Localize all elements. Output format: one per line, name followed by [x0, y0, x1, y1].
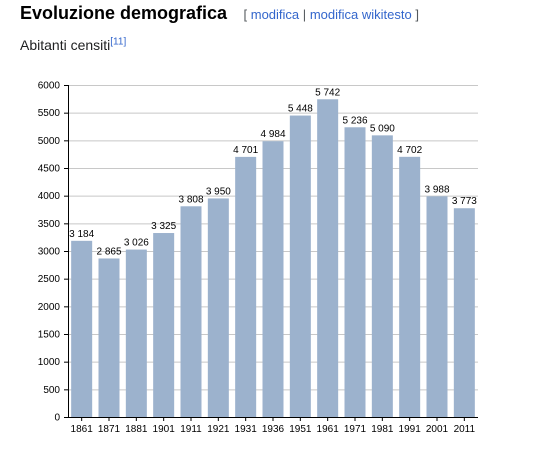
data-label: 5 742 — [315, 87, 340, 98]
y-tick-label: 6000 — [38, 81, 61, 92]
reference-link[interactable]: [11] — [110, 36, 127, 48]
edit-source-link[interactable]: modifica wikitesto — [309, 7, 412, 22]
bar — [399, 156, 421, 417]
edit-separator: | — [302, 7, 307, 22]
edit-link[interactable]: modifica — [250, 7, 300, 22]
x-tick-label: 1936 — [262, 424, 285, 435]
y-tick-label: 1000 — [38, 357, 61, 368]
bar — [344, 127, 366, 418]
x-tick-label: 1951 — [289, 424, 312, 435]
bar — [317, 99, 339, 417]
chart-axes: 0 500 1000 1500 2000 2500 3000 3500 4000 4500 5000… — [38, 81, 478, 435]
edit-bracket-close: ] — [415, 7, 419, 22]
section-title: Evoluzione demografica — [20, 3, 228, 23]
x-tick-label: 1971 — [344, 424, 367, 435]
bar — [262, 141, 284, 417]
bar — [98, 258, 120, 417]
y-tick-label: 0 — [54, 413, 60, 424]
edit-bracket-open: [ — [243, 7, 248, 22]
y-tick-label: 500 — [43, 385, 60, 396]
bar — [235, 156, 257, 418]
bar — [125, 249, 147, 417]
y-tick-label: 3500 — [38, 219, 61, 230]
bar — [289, 115, 311, 417]
data-label: 4 701 — [233, 145, 258, 156]
caption-text: Abitanti censiti — [20, 37, 111, 53]
y-tick-label: 4000 — [38, 191, 61, 202]
section-heading: Evoluzione demografica [ modifica | modi… — [20, 3, 419, 24]
x-tick-label: 1901 — [153, 424, 176, 435]
bar — [153, 233, 175, 417]
x-tick-label: 1991 — [399, 424, 422, 435]
data-label: 3 184 — [69, 229, 94, 240]
data-label: 3 950 — [206, 186, 231, 197]
data-label: 5 448 — [288, 104, 313, 115]
bar — [371, 135, 393, 417]
reference-superscript: [11] — [110, 36, 126, 47]
bar — [207, 198, 229, 417]
data-label: 4 984 — [260, 129, 285, 140]
data-label: 2 865 — [96, 246, 121, 257]
data-label: 3 773 — [452, 196, 477, 207]
x-tick-label: 1861 — [71, 424, 94, 435]
y-tick-label: 5500 — [38, 108, 61, 119]
y-tick-label: 2500 — [38, 274, 61, 285]
data-label: 4 702 — [397, 145, 422, 156]
bar — [180, 206, 202, 417]
x-tick-label: 1921 — [207, 424, 230, 435]
data-label: 3 808 — [178, 194, 203, 205]
bar — [426, 196, 448, 417]
y-tick-label: 2000 — [38, 302, 61, 313]
y-tick-label: 5000 — [38, 136, 61, 147]
y-tick-label: 1500 — [38, 330, 61, 341]
y-tick-label: 4500 — [38, 164, 61, 175]
x-tick-label: 1871 — [98, 424, 121, 435]
x-tick-label: 1931 — [235, 424, 258, 435]
edit-section-links: [ modifica | modifica wikitesto ] — [244, 7, 419, 22]
data-label: 3 026 — [124, 238, 149, 249]
x-tick-label: 1981 — [371, 424, 394, 435]
chart-caption: Abitanti censiti[11] — [20, 37, 126, 53]
y-tick-label: 3000 — [38, 247, 61, 258]
x-tick-label: 1881 — [125, 424, 148, 435]
chart-bars — [71, 99, 475, 418]
data-label: 3 988 — [424, 184, 449, 195]
bar — [71, 240, 93, 417]
data-label: 5 236 — [342, 115, 367, 126]
data-label: 3 325 — [151, 221, 176, 232]
x-tick-label: 1911 — [180, 424, 202, 435]
x-tick-label: 1961 — [317, 424, 340, 435]
bar — [453, 208, 475, 417]
x-tick-label: 2011 — [454, 424, 476, 435]
data-label: 5 090 — [370, 123, 395, 134]
x-tick-label: 2001 — [426, 424, 449, 435]
